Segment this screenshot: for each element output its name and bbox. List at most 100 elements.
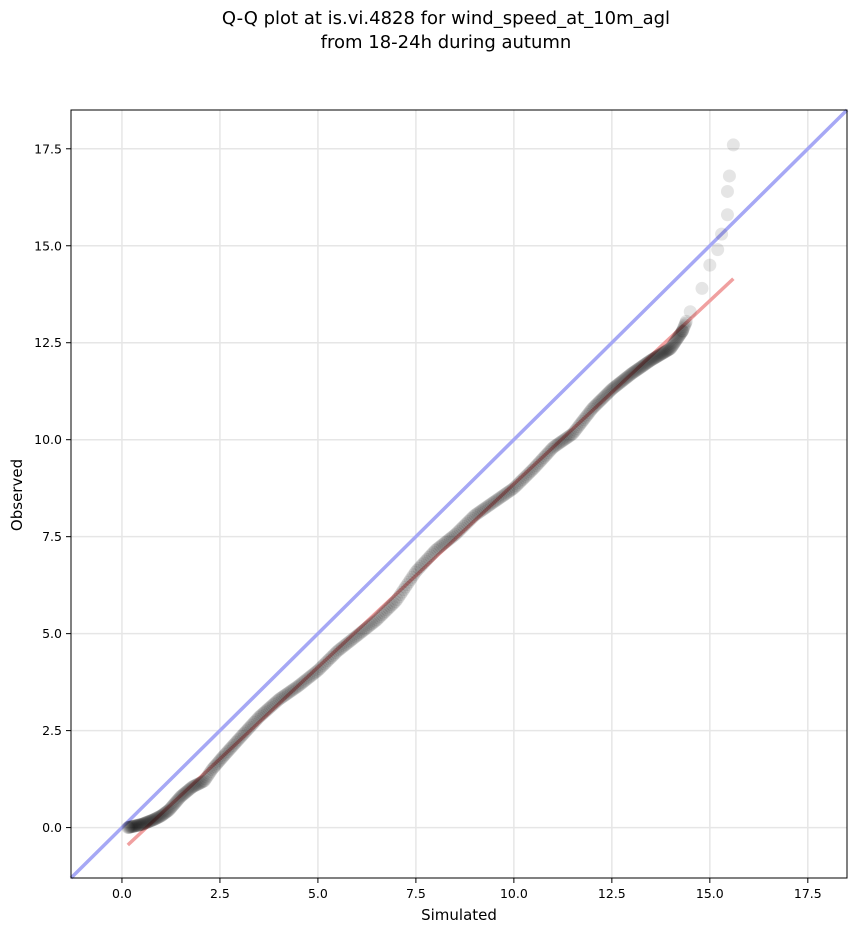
data-point-11 [129,819,143,833]
data-point-138 [283,685,297,699]
data-point-202 [387,596,401,610]
data-point-207 [395,585,409,599]
data-point-21 [138,816,152,830]
data-point-118 [253,709,267,723]
data-point-229 [432,541,446,555]
data-point-357 [620,371,634,385]
y-tick-label-4: 10.0 [34,432,62,447]
data-point-363 [626,365,640,379]
data-point-140 [286,683,300,697]
data-point-270 [498,487,512,501]
data-point-371 [635,359,649,373]
data-point-27 [143,814,157,828]
data-point-414 [675,325,689,339]
data-point-381 [645,352,659,366]
fit-line [126,277,735,847]
x-tick-label-6: 15.0 [696,886,724,901]
data-point-289 [528,460,542,474]
x-tick-label-3: 7.5 [406,886,426,901]
data-point-264 [489,494,503,508]
fit-line-layer [126,277,735,847]
data-point-384 [648,351,662,365]
data-point-268 [495,489,509,503]
data-point-430 [726,138,740,152]
data-point-63 [181,784,195,798]
data-point-309 [557,433,571,447]
data-point-274 [505,483,519,497]
data-point-133 [275,690,289,704]
data-point-153 [306,667,320,681]
data-point-368 [632,362,646,376]
data-point-22 [139,816,153,830]
data-point-354 [616,373,630,387]
data-point-396 [660,344,674,358]
data-point-247 [461,514,475,528]
data-point-230 [433,539,447,553]
data-point-234 [440,534,454,548]
data-point-186 [360,621,374,635]
data-point-220 [417,556,431,570]
data-point-242 [453,523,467,537]
data-point-297 [540,447,554,461]
data-point-285 [522,466,536,480]
data-point-373 [637,358,651,372]
data-point-366 [630,363,644,377]
data-point-315 [566,427,580,441]
data-point-334 [591,396,605,410]
data-point-410 [672,330,686,344]
data-point-330 [586,401,600,415]
data-point-424 [703,258,717,272]
data-point-272 [502,485,516,499]
data-point-277 [509,479,523,493]
data-point-51 [167,797,181,811]
x-axis-ticks: 0.0 2.5 5.0 7.5 10.0 12.5 15.0 17.5 [112,878,822,901]
data-point-379 [643,354,657,368]
data-point-278 [511,477,525,491]
data-point-45 [161,804,175,818]
data-point-8 [127,819,141,833]
chart-title-line-1: Q-Q plot at is.vi.4828 for wind_speed_at… [222,8,670,29]
data-point-19 [136,817,150,831]
data-point-192 [370,613,384,627]
data-point-263 [487,495,501,509]
data-point-185 [358,622,372,636]
data-point-2 [122,820,136,834]
chart-title: Q-Q plot at is.vi.4828 for wind_speed_at… [222,8,670,53]
data-point-147 [297,675,311,689]
data-point-406 [668,334,682,348]
data-point-77 [197,774,211,788]
data-point-136 [280,687,294,701]
data-point-253 [471,506,485,520]
x-axis-label: Simulated [421,906,497,924]
data-point-37 [153,810,167,824]
data-point-149 [300,672,314,686]
data-point-389 [653,348,667,362]
data-point-252 [470,507,484,521]
data-point-417 [677,320,691,334]
data-point-167 [329,646,343,660]
data-point-42 [158,806,172,820]
data-point-380 [644,353,658,367]
data-point-204 [390,593,404,607]
data-point-108 [239,725,253,739]
data-point-390 [654,347,668,361]
data-point-115 [249,714,263,728]
data-point-292 [532,455,546,469]
data-point-110 [241,722,255,736]
data-point-127 [266,697,280,711]
data-point-29 [145,813,159,827]
data-point-156 [311,663,325,677]
data-point-152 [305,668,319,682]
data-point-195 [375,608,389,622]
data-point-344 [604,383,618,397]
data-point-210 [400,578,414,592]
data-point-162 [321,654,335,668]
y-tick-label-6: 15.0 [34,238,62,253]
data-point-416 [676,322,690,336]
data-point-287 [525,463,539,477]
data-point-142 [289,681,303,695]
data-point-129 [269,695,283,709]
data-point-378 [642,354,656,368]
data-point-375 [639,356,653,370]
